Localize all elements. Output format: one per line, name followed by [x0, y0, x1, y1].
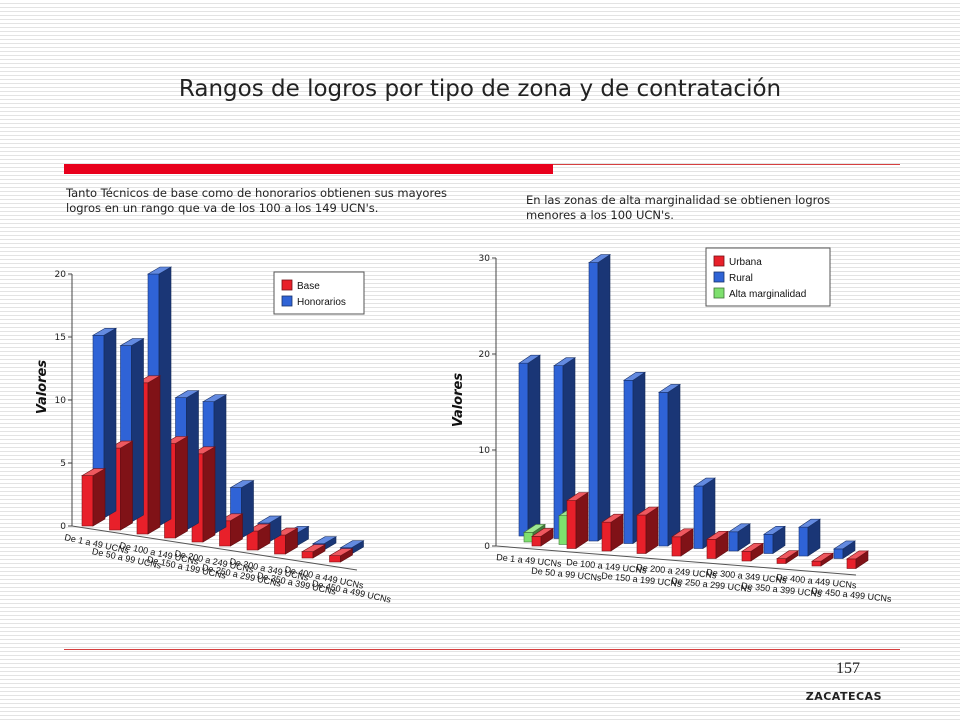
bar-rural	[658, 383, 681, 547]
y-axis-title: Valores	[35, 360, 50, 414]
bar-rural	[588, 254, 611, 542]
legend: Urbana Rural Alta marginalidad	[705, 247, 831, 307]
bar-rural	[798, 518, 821, 557]
bar-rural	[833, 540, 856, 560]
slide-title: Rangos de logros por tipo de zona y de c…	[178, 76, 782, 102]
bar-urbana	[776, 550, 799, 565]
x-axis-line	[71, 525, 358, 571]
bar-urbana	[531, 527, 554, 547]
x-axis-line	[495, 545, 857, 576]
y-tick-label: 20	[479, 350, 491, 360]
bar-honorarios	[229, 480, 255, 539]
y-tick-label: 10	[479, 446, 491, 456]
legend-entry: Alta marginalidad	[729, 289, 806, 300]
page-number: 157	[836, 660, 860, 677]
bar-urbana	[846, 550, 869, 570]
y-tick-label: 0	[484, 542, 490, 552]
legend-swatch	[713, 255, 725, 267]
x-category-label: De 1 a 49 UCNs	[496, 552, 563, 569]
legend-swatch	[281, 279, 293, 291]
title-rule-red	[64, 164, 553, 174]
bar-urbana	[601, 513, 624, 552]
bar-rural	[553, 357, 576, 540]
bar-rural	[763, 525, 786, 555]
legend-swatch	[713, 271, 725, 283]
caption-left: Tanto Técnicos de base como de honorario…	[66, 186, 448, 215]
y-tick-label: 5	[60, 459, 66, 469]
legend-swatch	[281, 295, 293, 307]
footer-label: ZACATECAS	[805, 690, 882, 703]
bar-rural	[728, 523, 751, 552]
bar-urbana	[671, 528, 694, 557]
y-tick-label: 0	[60, 522, 66, 532]
bar-base	[245, 523, 272, 551]
bar-urbana	[741, 542, 764, 562]
y-tick-label: 30	[479, 254, 491, 264]
y-tick-label: 20	[55, 270, 67, 280]
y-tick-label: 15	[55, 333, 66, 343]
bar-base	[80, 468, 107, 527]
bar-honorarios	[91, 327, 118, 519]
title-rule-thin	[553, 164, 900, 165]
legend-entry: Urbana	[729, 257, 762, 268]
bar-base	[300, 544, 327, 559]
bar-urbana	[566, 491, 589, 550]
legend-swatch	[713, 287, 725, 299]
bar-urbana	[706, 530, 729, 560]
caption-right: En las zonas de alta marginalidad se obt…	[526, 193, 831, 222]
legend: Base Honorarios	[273, 271, 365, 315]
bar-urbana	[636, 506, 659, 555]
bar-urbana	[811, 552, 834, 567]
bar-rural	[623, 371, 646, 545]
legend-entry: Base	[297, 281, 320, 292]
bar-rural	[518, 354, 541, 537]
legend-entry: Honorarios	[297, 297, 346, 308]
legend-entry: Rural	[729, 273, 753, 284]
y-tick-label: 10	[55, 396, 67, 406]
footer-rule	[64, 649, 900, 650]
bar-base	[218, 513, 244, 547]
bar-base	[328, 548, 354, 563]
y-axis-title: Valores	[451, 373, 466, 427]
